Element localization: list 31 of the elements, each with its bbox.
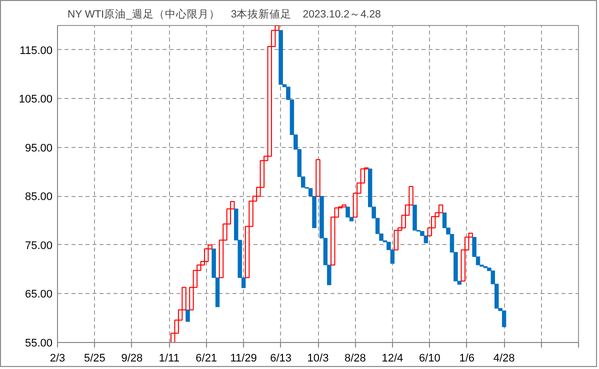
y-tick-label: 65.00 [24,288,53,301]
x-tick-label: 8/28 [344,352,366,364]
y-tick-label: 95.00 [24,142,53,154]
x-tick-label: 10/3 [307,352,329,364]
bar [438,204,444,214]
x-tick-label: 9/28 [121,352,143,364]
bar [394,230,399,250]
y-tick-label: 115.00 [20,44,52,57]
x-tick-label: 6/13 [270,352,292,364]
bar [278,30,283,85]
bar [424,235,428,244]
chart-title: NY WTI原油_週足（中心限月） 3本抜新値足 2023.10.2～4.28 [68,8,382,20]
x-tick-label: 6/21 [196,352,218,364]
bar [316,159,320,197]
x-tick-label: 2/3 [50,352,66,364]
bar [204,248,209,262]
bar [346,206,350,218]
x-tick-label: 5/25 [84,352,106,364]
x-tick-label: 1/11 [158,352,180,364]
y-tick-label: 55.00 [24,338,53,350]
y-tick-label: 85.00 [24,191,53,204]
bar [412,204,417,231]
x-tick-label: 12/4 [382,352,404,364]
y-tick-label: 75.00 [24,240,53,252]
x-tick-label: 4/28 [493,352,515,364]
y-tick-label: 105.00 [18,94,53,106]
bar [502,310,506,328]
x-tick-label: 1/6 [459,352,475,364]
x-tick-label: 6/10 [418,352,440,364]
x-tick-label: 11/29 [230,352,257,364]
bar [186,310,190,322]
